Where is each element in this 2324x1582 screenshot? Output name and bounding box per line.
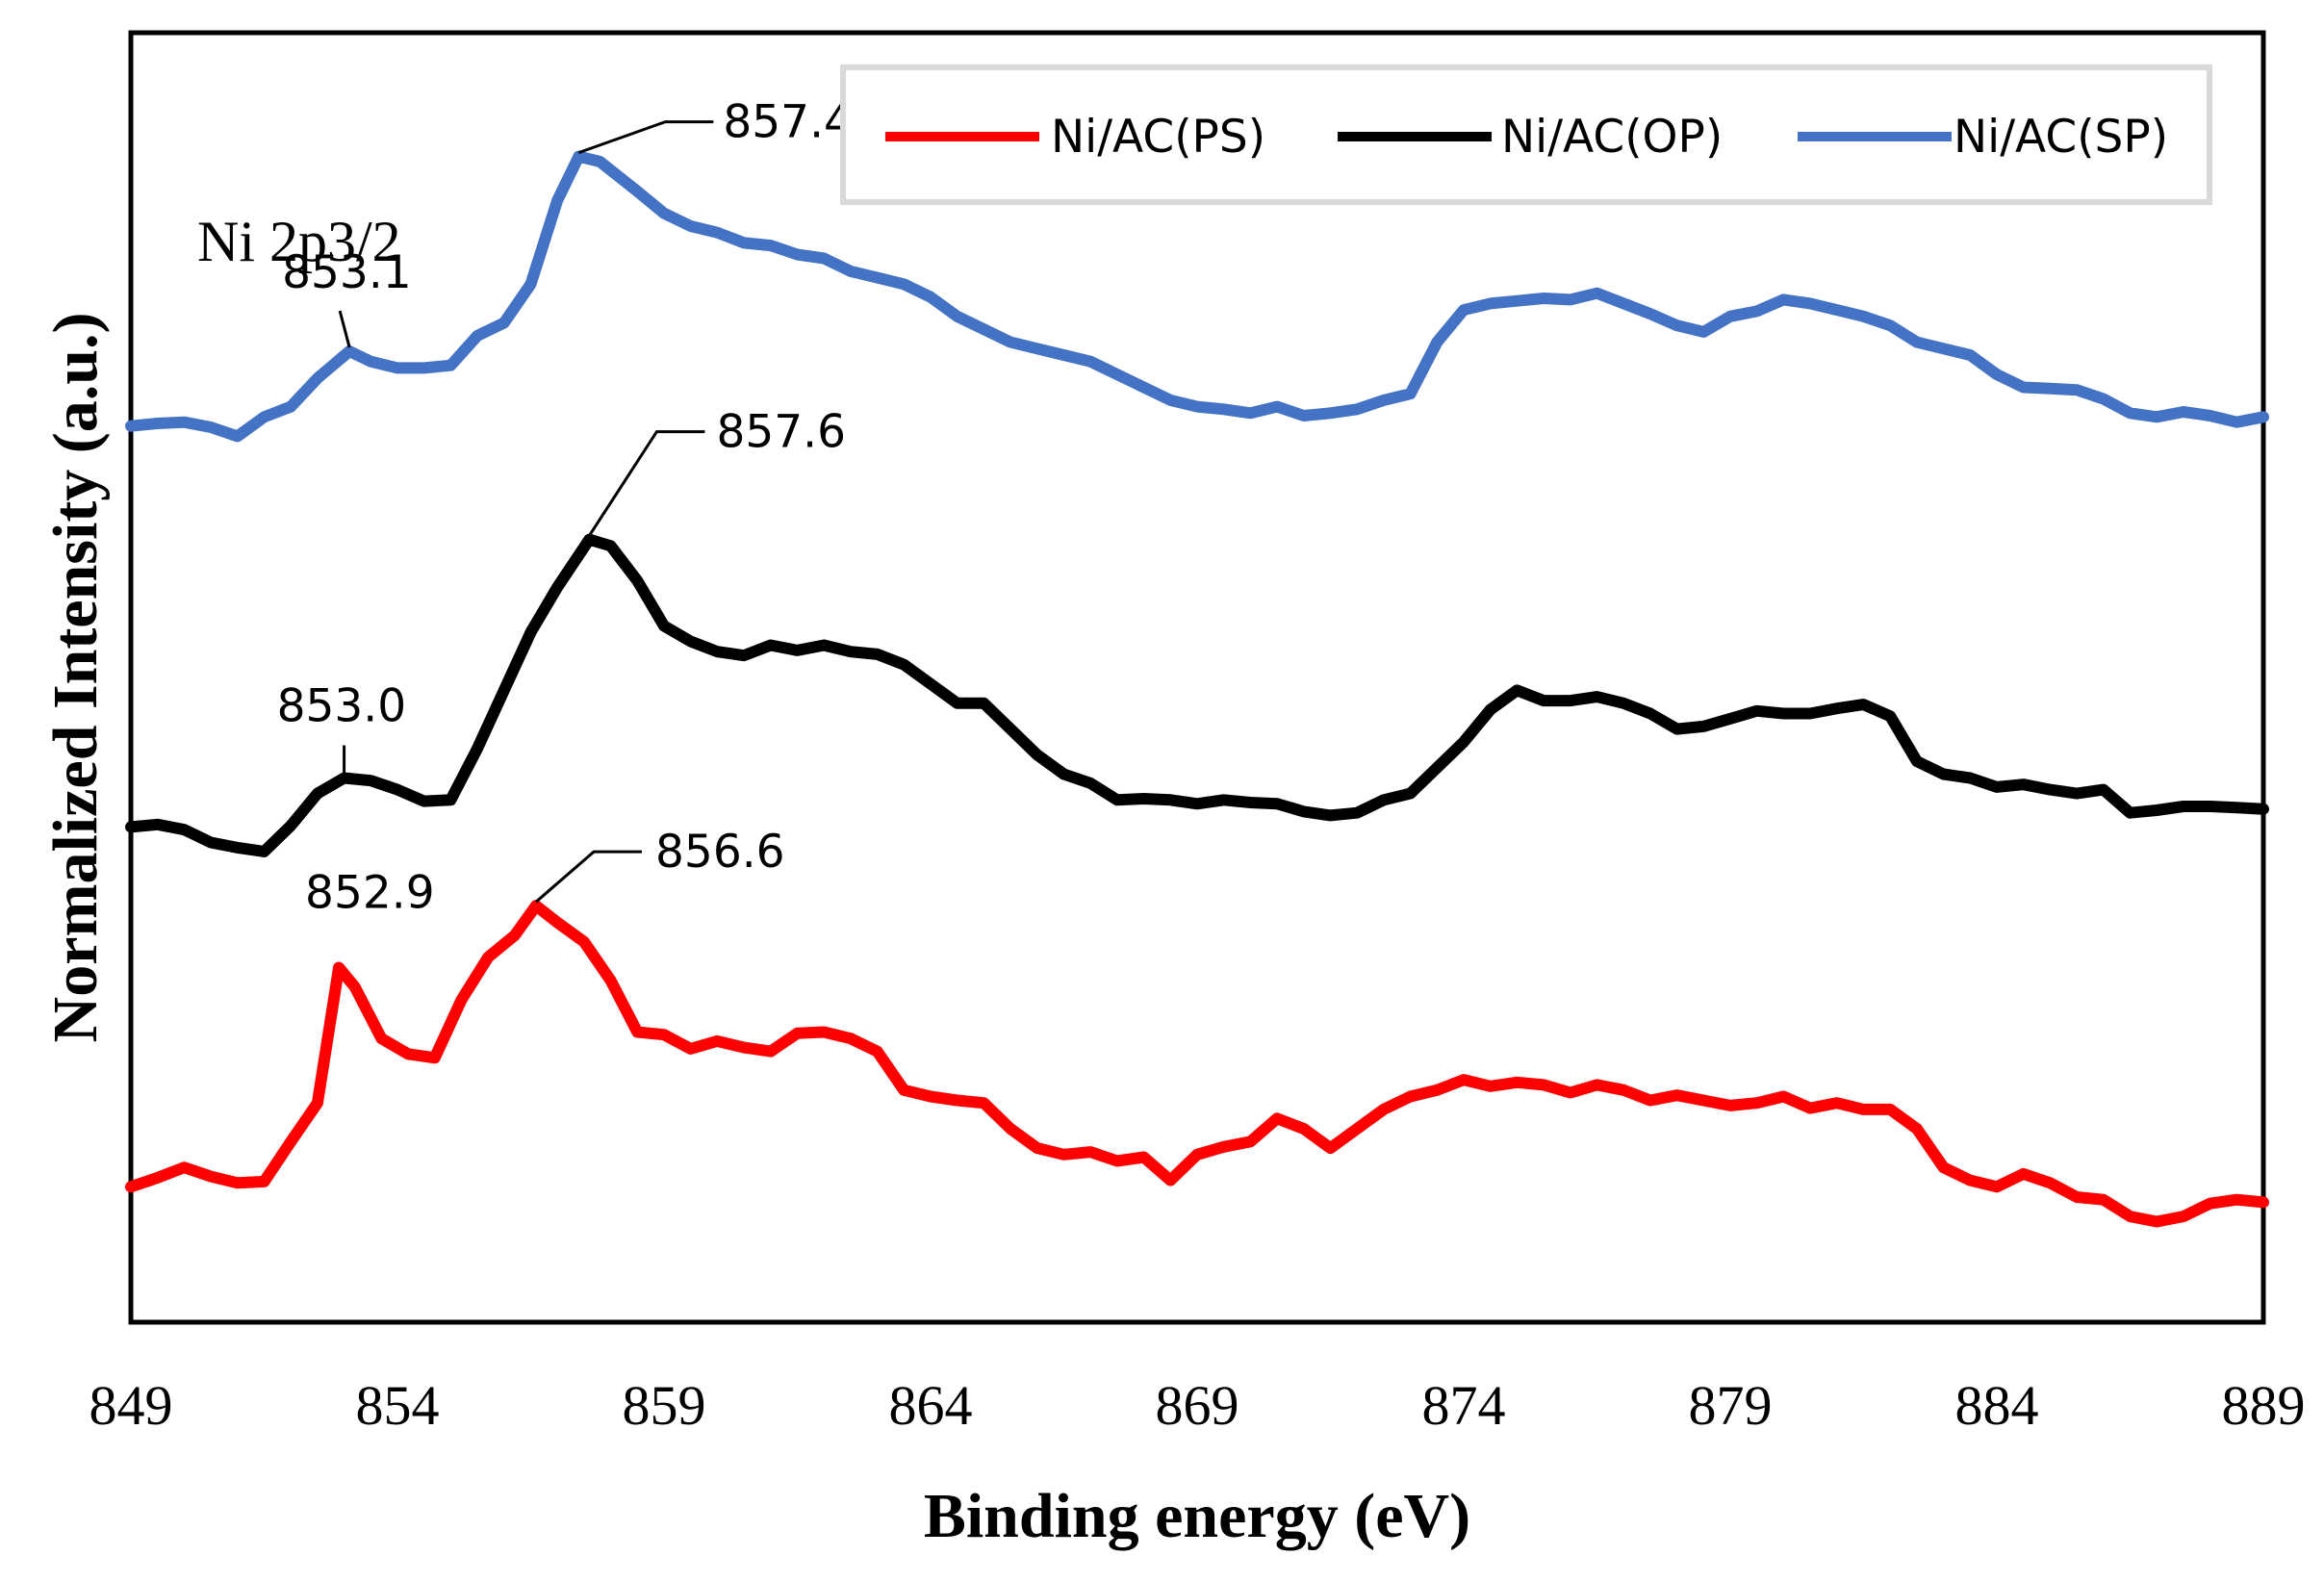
region-label: Ni 2p3/2 [197,210,401,273]
x-tick-label: 854 [356,1374,440,1437]
series-lines [125,150,2269,1228]
annotation-leader-line [588,430,705,537]
plot-area-frame [128,30,2266,1325]
x-tick-label: 869 [1156,1374,1239,1437]
legend-label-ni-ac-ps: Ni/AC(PS) [1051,111,1265,164]
annotation-label: 853.0 [277,680,407,733]
x-tick-label: 859 [623,1374,706,1437]
x-tick-label: 849 [89,1374,173,1437]
legend: Ni/AC(PS) Ni/AC(OP) Ni/AC(SP) [840,64,2212,205]
legend-label-ni-ac-op: Ni/AC(OP) [1501,111,1723,164]
annotation-leader-line [535,850,643,904]
y-axis-title: Normalized Intensity (a.u.) [40,313,111,1043]
x-tick-label: 864 [889,1374,973,1437]
legend-box [840,64,2212,205]
x-tick-label: 884 [1955,1374,2039,1437]
x-axis-tick-labels: 849 854 859 864 869 874 879 884 889 [89,1374,2306,1437]
x-tick-label: 879 [1689,1374,1773,1437]
legend-label-ni-ac-sp: Ni/AC(SP) [1954,111,2168,164]
series-line-ni-ac-op [125,533,2269,857]
annotation-leader-line [338,310,351,348]
series-line-ni-ac-sp [125,150,2269,443]
peak-annotations: 857.4 853.1 857.6 853.0 856.6 852.9 [277,96,853,920]
annotation-label: 857.4 [723,96,853,149]
x-axis-title: Binding energy (eV) [924,1481,1470,1551]
series-line-ni-ac-ps [125,900,2269,1228]
annotation-label: 857.6 [716,406,846,459]
x-tick-label: 889 [2222,1374,2306,1437]
annotation-leader-line [577,120,714,155]
annotation-label: 856.6 [655,826,785,879]
x-tick-label: 874 [1422,1374,1506,1437]
annotation-label: 852.9 [305,867,435,920]
annotation-label: 853.1 [282,246,412,299]
